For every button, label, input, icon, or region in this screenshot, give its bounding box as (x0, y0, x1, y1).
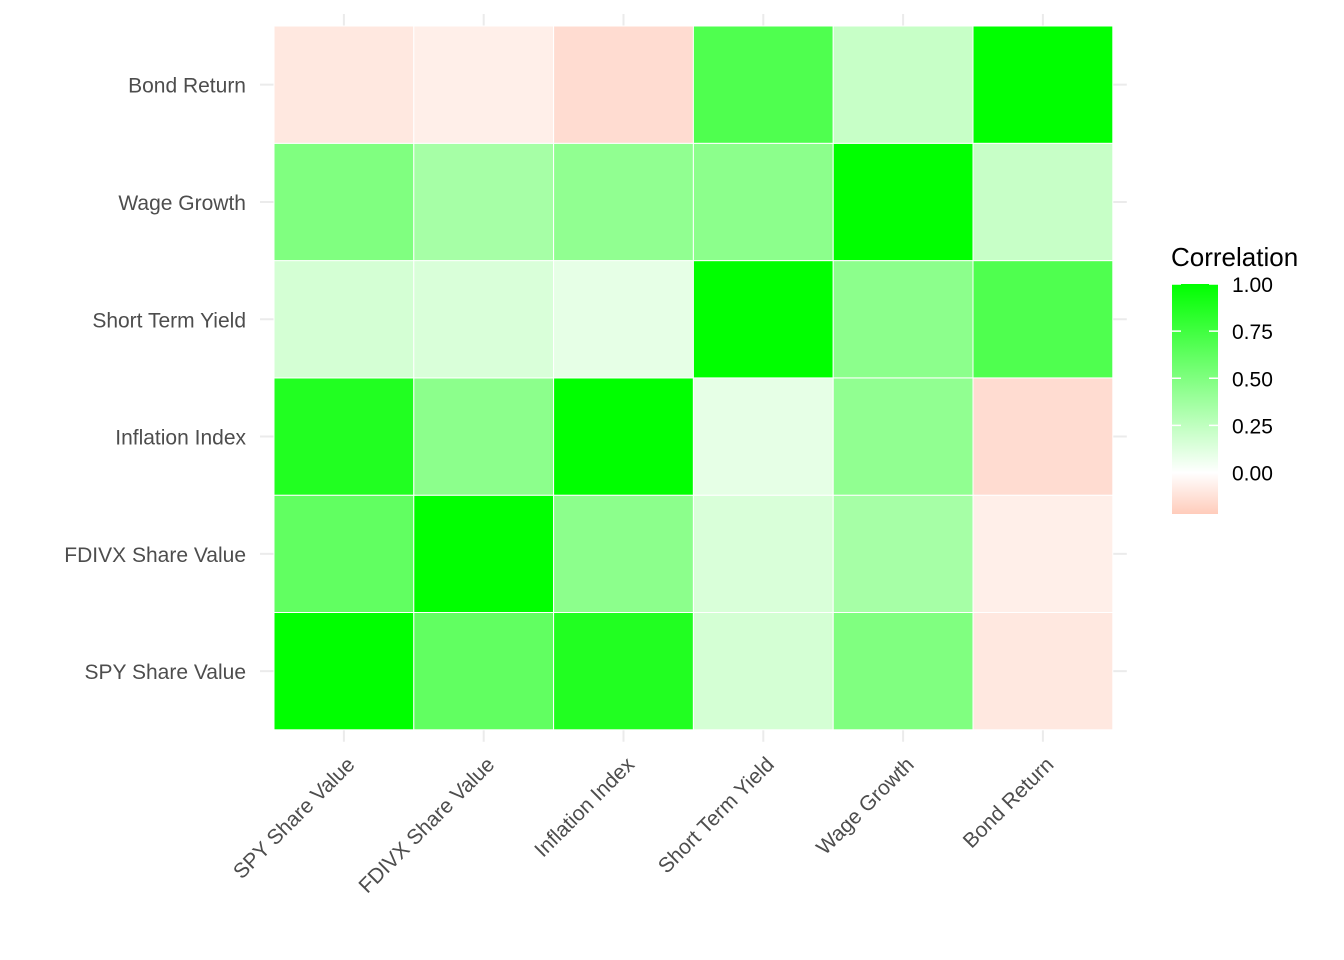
heatmap-cell (832, 260, 974, 379)
heatmap-cell (692, 494, 834, 614)
heatmap-cell (972, 260, 1114, 379)
heatmap-cell (972, 612, 1114, 731)
legend-colorbar (1172, 284, 1218, 514)
heatmap-cell (273, 377, 415, 496)
heatmap-cell (692, 377, 834, 496)
heatmap-cell (273, 142, 415, 262)
heatmap-cell (972, 377, 1114, 496)
heatmap-cell (692, 142, 834, 262)
y-tick-label: SPY Share Value (85, 661, 247, 684)
legend-tick-label: 1.00 (1232, 274, 1273, 297)
heatmap-cell (553, 260, 694, 379)
legend-title: Correlation (1171, 242, 1298, 272)
heatmap-cell (972, 25, 1114, 144)
heatmap-cell (553, 142, 694, 262)
legend-tick-label: 0.00 (1232, 463, 1273, 486)
heatmap-cell (553, 25, 694, 144)
heatmap-cells (273, 25, 1114, 731)
heatmap-cell (972, 142, 1114, 262)
color-legend: Correlation 1.00 0.75 0.50 0.25 0.00 (1171, 242, 1298, 514)
heatmap-cell (832, 25, 974, 144)
y-tick-label: FDIVX Share Value (64, 544, 246, 567)
heatmap-cell (413, 142, 555, 262)
heatmap-cell (832, 612, 974, 731)
heatmap-cell (413, 377, 555, 496)
heatmap-cell (692, 260, 834, 379)
heatmap-cell (273, 260, 415, 379)
heatmap-cell (553, 377, 694, 496)
heatmap-cell (553, 494, 694, 614)
heatmap-cell (273, 494, 415, 614)
legend-tick-label: 0.50 (1232, 368, 1273, 391)
x-tick-label: Inflation Index (530, 753, 639, 862)
x-tick-label: Wage Growth (812, 753, 918, 859)
y-tick-label: Inflation Index (115, 427, 246, 450)
heatmap-cell (413, 25, 555, 144)
heatmap-cell (413, 260, 555, 379)
legend-tick-label: 0.25 (1232, 415, 1273, 438)
legend-ticks: 1.00 0.75 0.50 0.25 0.00 (1172, 274, 1273, 486)
heatmap-cell (273, 25, 415, 144)
heatmap-cell (413, 612, 555, 731)
heatmap-cell (553, 612, 694, 731)
y-tick-label: Bond Return (128, 75, 246, 98)
heatmap-cell (413, 494, 555, 614)
y-axis-labels: SPY Share Value FDIVX Share Value Inflatio… (64, 75, 246, 685)
heatmap-cell (692, 25, 834, 144)
heatmap-cell (972, 494, 1114, 614)
y-tick-label: Short Term Yield (92, 309, 246, 332)
y-tick-label: Wage Growth (118, 192, 246, 215)
x-tick-label: SPY Share Value (229, 753, 359, 883)
x-tick-label: FDIVX Share Value (354, 753, 499, 898)
legend-tick-label: 0.75 (1232, 321, 1273, 344)
x-tick-label: Short Term Yield (654, 753, 779, 878)
heatmap-cell (832, 142, 974, 262)
heatmap-cell (692, 612, 834, 731)
heatmap-cell (832, 494, 974, 614)
x-tick-label: Bond Return (959, 753, 1059, 853)
heatmap-cell (273, 612, 415, 731)
heatmap-cell (832, 377, 974, 496)
